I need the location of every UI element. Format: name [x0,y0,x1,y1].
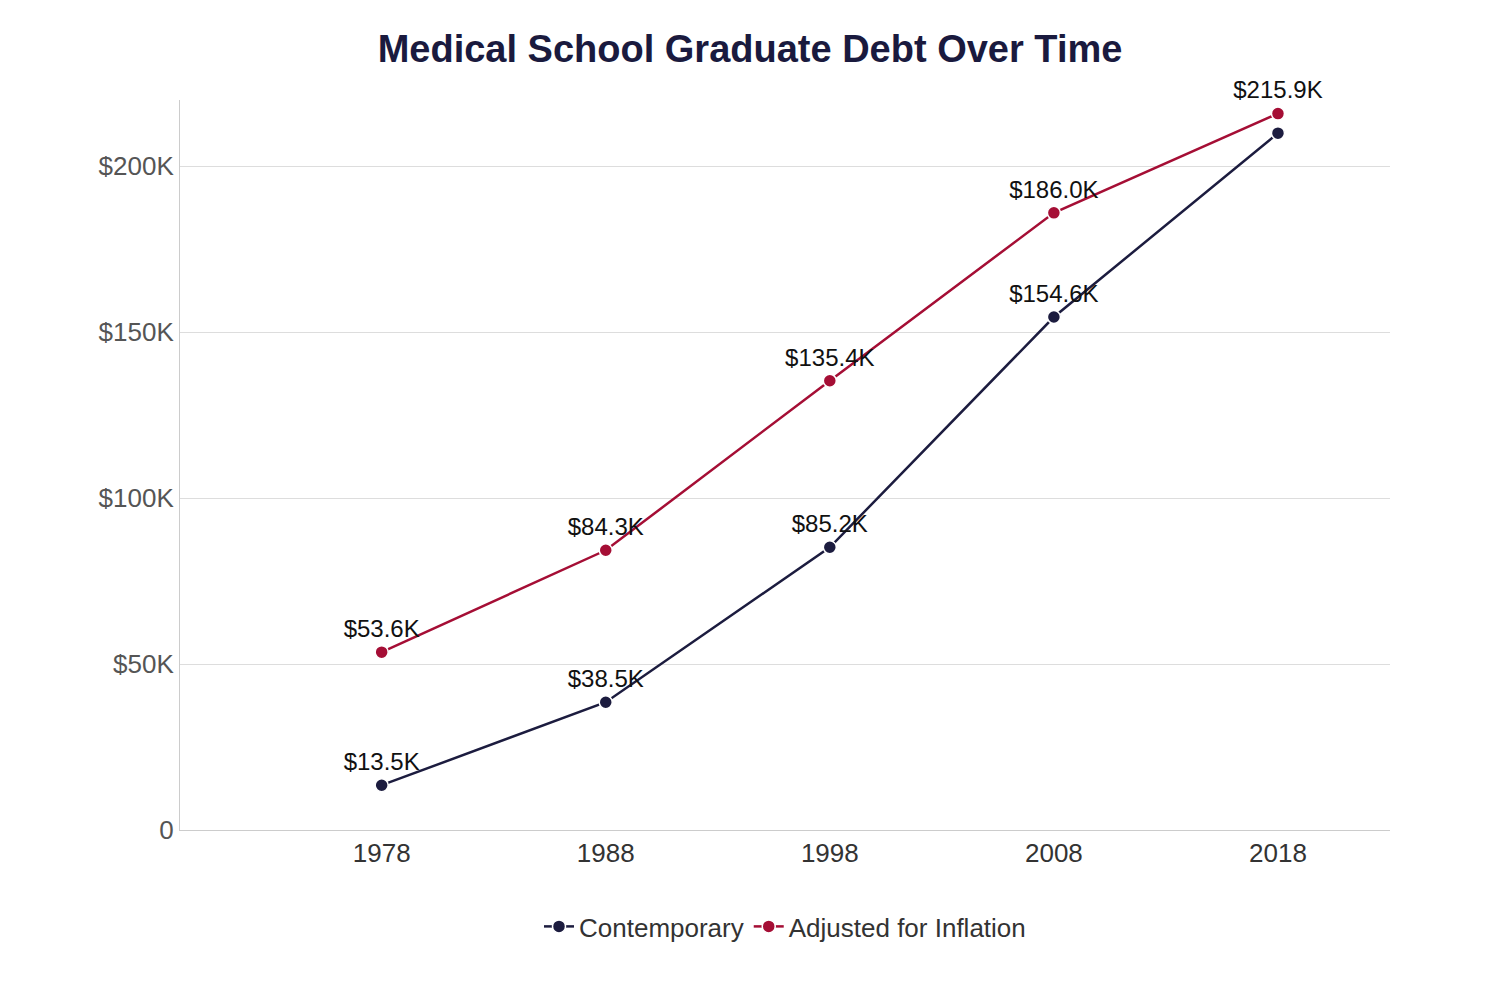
svg-text:$200K: $200K [99,151,175,181]
svg-text:$84.3K: $84.3K [568,513,644,540]
svg-text:2018: 2018 [1249,838,1307,868]
svg-text:$186.0K: $186.0K [1009,176,1098,203]
svg-text:Contemporary: Contemporary [579,913,744,943]
svg-text:$215.9K: $215.9K [1233,76,1322,103]
svg-text:$85.2K: $85.2K [792,510,868,537]
svg-text:$100K: $100K [99,483,175,513]
svg-text:2008: 2008 [1025,838,1083,868]
svg-text:$154.6K: $154.6K [1009,280,1098,307]
svg-text:0: 0 [159,815,173,845]
svg-text:$150K: $150K [99,317,175,347]
svg-text:1998: 1998 [801,838,859,868]
svg-text:$50K: $50K [113,649,174,679]
svg-text:Adjusted for Inflation: Adjusted for Inflation [789,913,1026,943]
svg-text:$135.4K: $135.4K [785,344,874,371]
svg-text:1988: 1988 [577,838,635,868]
svg-text:$13.5K: $13.5K [344,748,420,775]
svg-text:$38.5K: $38.5K [568,665,644,692]
svg-text:Medical School Graduate Debt O: Medical School Graduate Debt Over Time [378,28,1123,70]
svg-text:$53.6K: $53.6K [344,615,420,642]
svg-text:1978: 1978 [353,838,411,868]
